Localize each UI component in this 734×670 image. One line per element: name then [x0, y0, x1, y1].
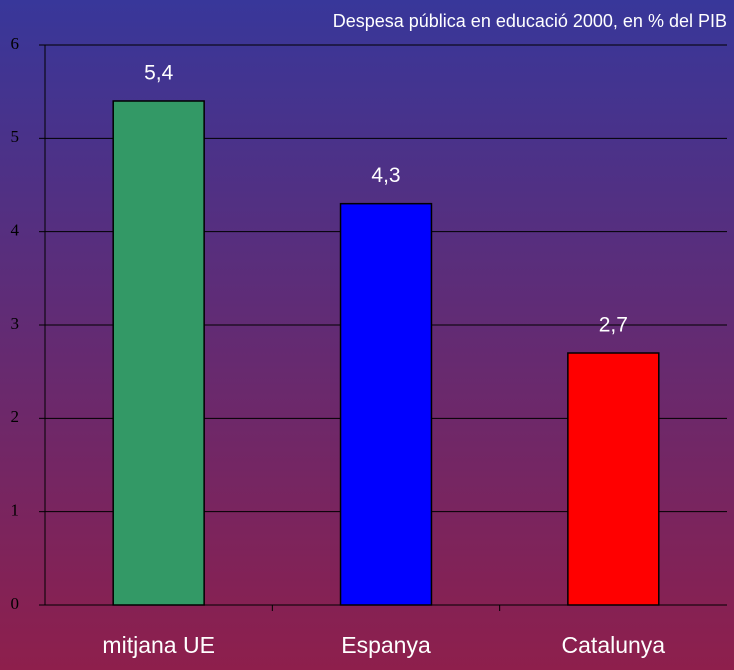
- value-label: 2,7: [599, 314, 628, 337]
- y-tick-label: 0: [11, 594, 20, 613]
- bar: [567, 352, 660, 606]
- x-tick-label: mitjana UE: [102, 632, 214, 658]
- y-tick-label: 2: [11, 407, 20, 426]
- value-label: 4,3: [371, 164, 400, 187]
- value-label: 5,4: [144, 62, 174, 85]
- chart-title: Despesa pública en educació 2000, en % d…: [333, 11, 727, 31]
- x-tick-label: Catalunya: [562, 632, 666, 658]
- y-tick-label: 4: [11, 221, 20, 240]
- y-tick-label: 3: [11, 314, 20, 333]
- bar: [339, 202, 433, 606]
- y-tick-label: 1: [11, 501, 20, 520]
- bar: [112, 100, 205, 606]
- x-tick-label: Espanya: [341, 632, 431, 658]
- y-tick-label: 5: [11, 127, 20, 146]
- y-tick-label: 6: [11, 34, 20, 53]
